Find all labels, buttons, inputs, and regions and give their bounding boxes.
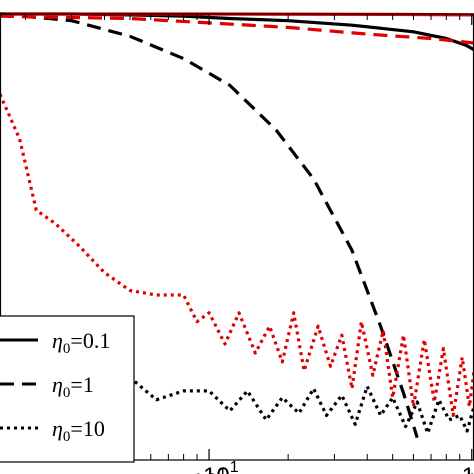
- legend-label-2: η0=10: [52, 416, 105, 445]
- x-tick-label-0: 101: [191, 466, 227, 474]
- x-tick-label-1: 1: [465, 469, 474, 474]
- series-line-2: [0, 12, 419, 439]
- series-line-4: [24, 341, 474, 435]
- x-tick-label-visible-1: 1: [462, 463, 474, 474]
- legend-label-0: η0=0.1: [52, 328, 110, 357]
- legend: η0=0.1 η0=1 η0=10: [0, 315, 135, 463]
- series-line-3: [0, 14, 474, 45]
- legend-label-1: η0=1: [52, 372, 94, 401]
- x-tick-label-visible-0: 101: [203, 459, 239, 474]
